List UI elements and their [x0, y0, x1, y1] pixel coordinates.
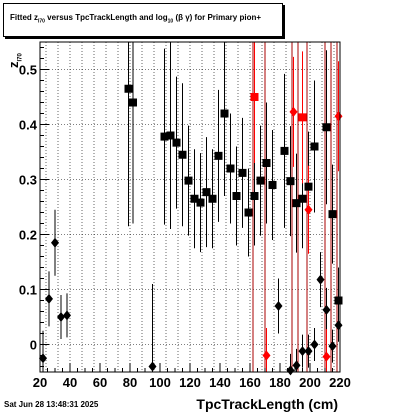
data-point-diamond: [292, 360, 301, 371]
y-tick-label: 0.5: [19, 63, 37, 78]
data-point-square: [280, 146, 289, 155]
data-point-square: [220, 109, 229, 118]
y-tick-label: 0.2: [19, 228, 37, 243]
data-point-diamond: [286, 365, 295, 376]
data-point-square: [268, 181, 277, 189]
data-point-square: [244, 208, 253, 217]
data-point-square: [208, 194, 217, 203]
grid-layer: [40, 42, 340, 372]
data-point-diamond: [328, 341, 337, 352]
data-point-square: [184, 176, 193, 185]
title-box: Fitted zI70 versus TpcTrackLength and lo…: [3, 3, 283, 37]
x-tick-label: 140: [209, 375, 231, 390]
data-point-diamond: [322, 351, 331, 362]
data-point-square: [190, 194, 199, 203]
x-tick-label: 100: [149, 375, 171, 390]
data-point-square: [214, 151, 223, 160]
data-point-square: [250, 192, 259, 200]
y-tick-label: 0.1: [19, 283, 37, 298]
data-point-square: [298, 194, 307, 203]
axis-ticks: 20 40 60 80 100 120 140 160 180 200 220 0 0.1 0.2 0.3 0…: [19, 47, 351, 390]
timestamp: Sat Jun 28 13:48:31 2025: [4, 400, 99, 409]
x-tick-label: 120: [179, 375, 201, 390]
y-axis-label-text: z: [6, 61, 21, 69]
title-prefix: Fitted z: [10, 13, 38, 22]
y-tick-label: 0: [30, 338, 37, 353]
data-point-square: [298, 113, 307, 122]
x-tick-label: 160: [239, 375, 261, 390]
data-point-diamond: [334, 111, 343, 122]
data-point-square: [286, 177, 295, 186]
data-point-square: [238, 168, 247, 177]
data-point-diamond: [304, 346, 313, 357]
data-point-square: [310, 142, 319, 151]
data-point-square: [178, 150, 187, 159]
data-point-square: [262, 159, 271, 167]
data-point-diamond: [57, 312, 65, 322]
data-point-diamond: [334, 320, 343, 331]
data-point-diamond: [310, 339, 319, 350]
data-point-diamond: [45, 293, 53, 304]
data-point-square: [250, 93, 259, 101]
data-point-square: [202, 188, 211, 197]
y-tick-label: 0.3: [19, 173, 37, 188]
x-axis-label: TpcTrackLength (cm): [196, 396, 338, 412]
x-tick-label: 40: [63, 375, 77, 390]
data-point-square: [232, 192, 241, 200]
title-z-subscript: I70: [38, 18, 45, 25]
chart-title: Fitted zI70 versus TpcTrackLength and lo…: [10, 13, 261, 25]
data-point-square: [160, 132, 169, 141]
data-point-diamond: [316, 274, 325, 285]
data-point-square: [292, 199, 301, 208]
data-point-square: [334, 296, 343, 305]
data-point-square: [328, 210, 337, 219]
data-points: [39, 84, 343, 376]
data-point-diamond: [51, 237, 59, 248]
data-point-square: [226, 164, 235, 173]
title-suffix: (β γ) for Primary pion+: [175, 13, 262, 22]
y-axis-label: zI70: [6, 53, 24, 68]
y-tick-label: 0.4: [19, 118, 38, 133]
y-axis-label-subscript: I70: [17, 53, 24, 62]
data-point-square: [304, 182, 313, 191]
title-log-subscript: 10: [167, 18, 174, 25]
data-point-square: [196, 198, 205, 207]
x-tick-label: 200: [299, 375, 321, 390]
data-point-diamond: [298, 346, 307, 357]
data-point-diamond: [274, 301, 283, 311]
data-point-square: [172, 138, 181, 147]
x-tick-label: 60: [93, 375, 107, 390]
data-point-diamond: [262, 350, 271, 361]
data-point-square: [124, 84, 133, 93]
data-point-square: [322, 123, 331, 132]
x-tick-label: 220: [329, 375, 351, 390]
data-point-diamond: [289, 106, 298, 117]
data-point-square: [256, 176, 265, 185]
x-tick-label: 80: [123, 375, 137, 390]
data-point-diamond: [304, 204, 313, 215]
x-tick-label: 20: [33, 375, 47, 390]
data-point-diamond: [322, 304, 331, 315]
data-point-square: [129, 98, 137, 107]
x-tick-label: 180: [269, 375, 291, 390]
data-point-square: [166, 131, 175, 140]
title-middle: versus TpcTrackLength and log: [44, 13, 168, 22]
data-point-diamond: [63, 310, 71, 321]
data-point-diamond: [148, 361, 157, 372]
